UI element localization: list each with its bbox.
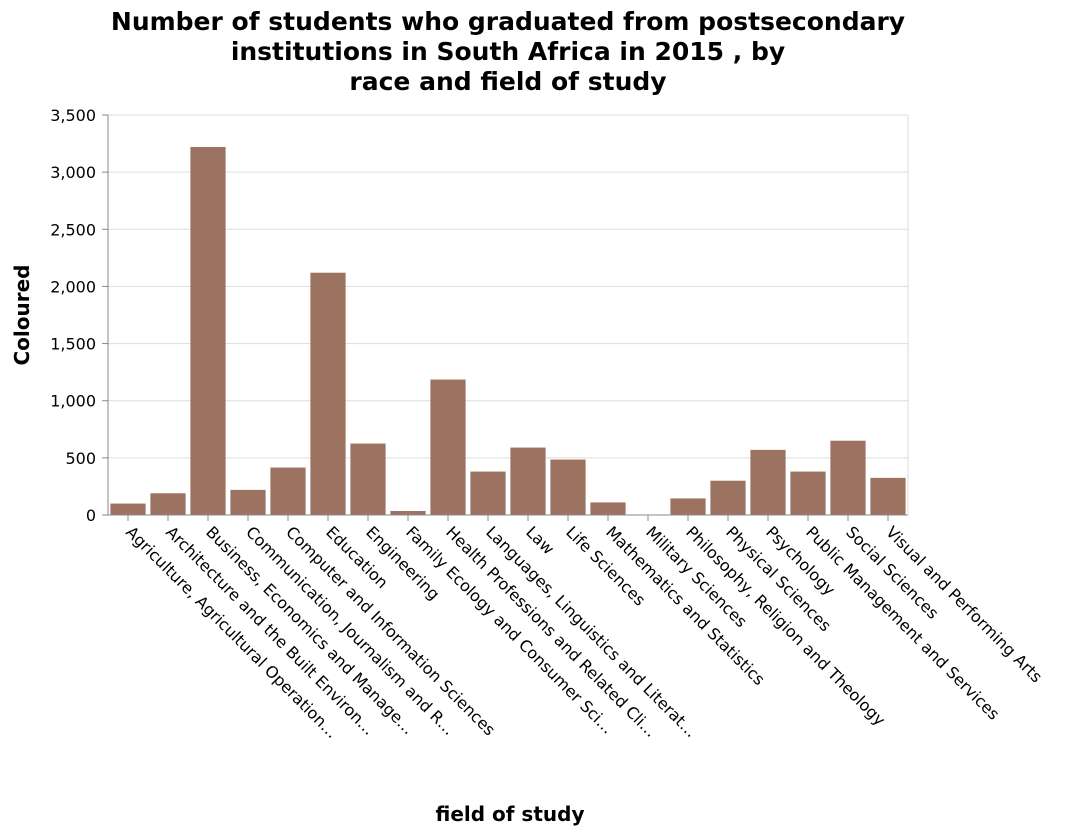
- bar: [110, 503, 146, 515]
- y-tick-label: 1,000: [50, 392, 96, 411]
- y-tick-label: 1,500: [50, 335, 96, 354]
- y-tick-label: 3,000: [50, 163, 96, 182]
- bar: [710, 480, 746, 515]
- chart-title-line-3: race and field of study: [349, 67, 666, 96]
- bar: [150, 493, 186, 515]
- chart-title-line-1: Number of students who graduated from po…: [111, 7, 905, 36]
- y-tick-label: 500: [65, 449, 96, 468]
- bar: [590, 502, 626, 515]
- x-axis-label: field of study: [436, 802, 585, 826]
- bar: [390, 511, 426, 515]
- bar: [310, 272, 346, 515]
- bar: [670, 498, 706, 515]
- x-tick-label: Law: [522, 522, 558, 558]
- bar: [830, 440, 866, 515]
- y-axis-label: Coloured: [10, 265, 34, 366]
- bar: [350, 443, 386, 515]
- bar: [550, 459, 586, 515]
- bars: [110, 147, 906, 515]
- bar: [750, 449, 786, 515]
- bar: [510, 447, 546, 515]
- bar: [270, 467, 306, 515]
- y-tick-label: 3,500: [50, 106, 96, 125]
- bar: [790, 471, 826, 515]
- x-tick-label: Visual and Performing Arts: [882, 522, 1046, 686]
- chart-title: Number of students who graduated from po…: [111, 7, 905, 96]
- x-tick-labels: Agriculture, Agricultural Operation…Arch…: [122, 522, 1046, 742]
- bar: [870, 477, 906, 515]
- gridlines: [108, 114, 909, 515]
- y-tick-label: 2,000: [50, 277, 96, 296]
- y-tick-labels: 0 500 1,000 1,500 2,000 2,500 3,000 3,500: [50, 106, 96, 525]
- bar: [430, 379, 466, 515]
- bar: [470, 471, 506, 515]
- chart-title-line-2: institutions in South Africa in 2015 , b…: [231, 37, 785, 66]
- bar: [230, 489, 266, 515]
- axes: [102, 114, 908, 521]
- bar: [190, 147, 226, 515]
- y-tick-label: 2,500: [50, 220, 96, 239]
- y-tick-label: 0: [86, 506, 96, 525]
